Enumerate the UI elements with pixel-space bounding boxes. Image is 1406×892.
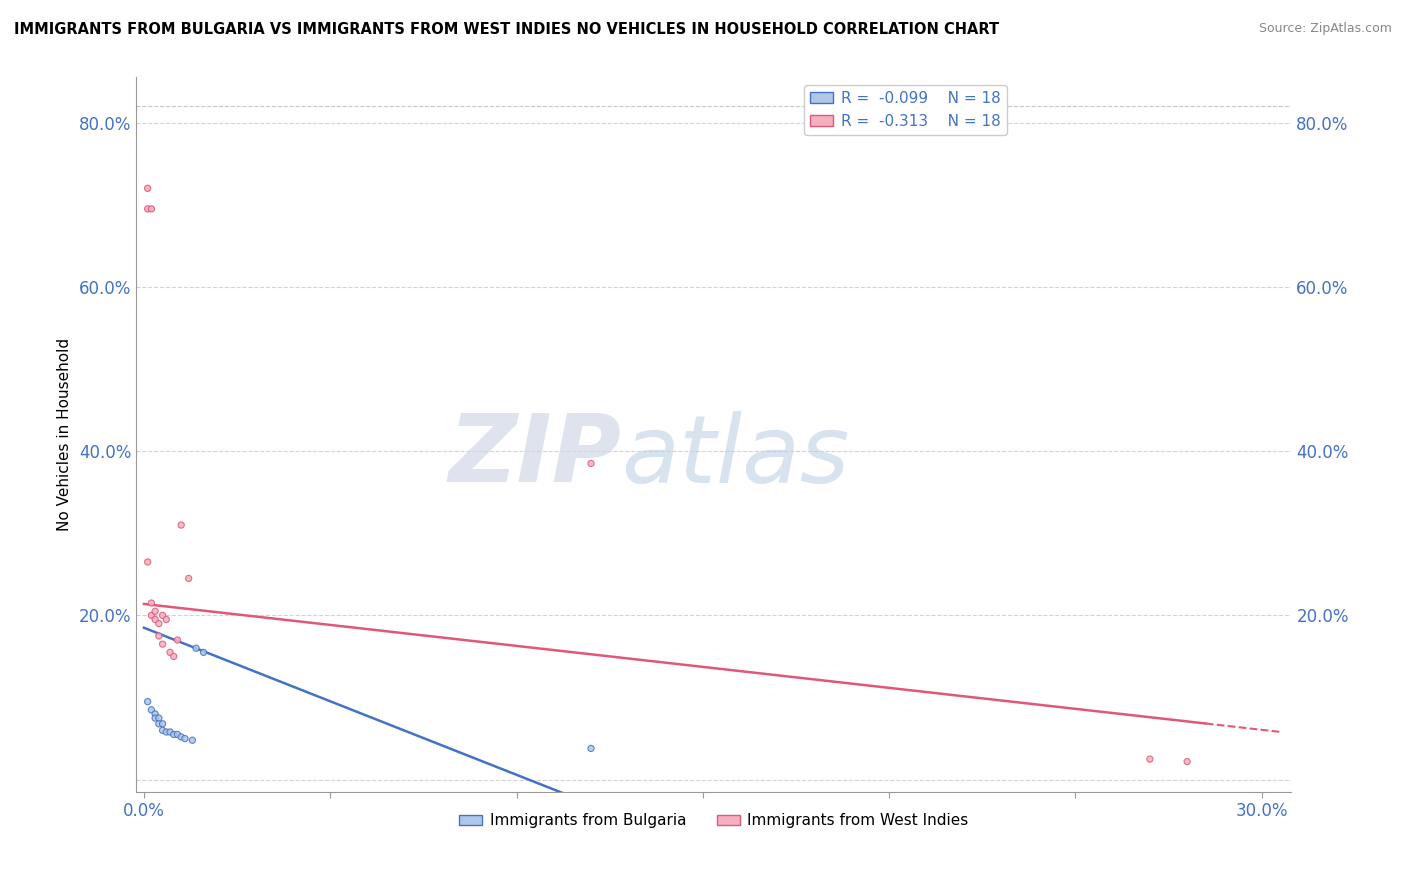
Point	[136, 695, 159, 709]
Point	[579, 457, 602, 471]
Point	[148, 716, 170, 731]
Point	[136, 555, 159, 569]
Point	[152, 637, 174, 651]
Point	[141, 596, 163, 610]
Point	[1139, 752, 1161, 766]
Point	[152, 723, 174, 738]
Text: Source: ZipAtlas.com: Source: ZipAtlas.com	[1258, 22, 1392, 36]
Point	[177, 571, 200, 585]
Point	[193, 645, 215, 659]
Point	[152, 716, 174, 731]
Point	[148, 616, 170, 631]
Point	[166, 727, 188, 741]
Point	[155, 725, 177, 739]
Point	[141, 202, 163, 216]
Point	[159, 725, 181, 739]
Point	[155, 612, 177, 626]
Point	[1175, 755, 1198, 769]
Y-axis label: No Vehicles in Household: No Vehicles in Household	[58, 338, 72, 532]
Point	[170, 518, 193, 533]
Point	[170, 730, 193, 744]
Point	[141, 608, 163, 623]
Point	[163, 727, 186, 741]
Point	[143, 612, 166, 626]
Point	[136, 181, 159, 195]
Point	[184, 641, 207, 656]
Point	[579, 741, 602, 756]
Point	[174, 731, 197, 746]
Text: atlas: atlas	[621, 410, 849, 501]
Point	[141, 703, 163, 717]
Point	[143, 604, 166, 618]
Text: IMMIGRANTS FROM BULGARIA VS IMMIGRANTS FROM WEST INDIES NO VEHICLES IN HOUSEHOLD: IMMIGRANTS FROM BULGARIA VS IMMIGRANTS F…	[14, 22, 1000, 37]
Point	[136, 202, 159, 216]
Point	[143, 711, 166, 725]
Text: ZIP: ZIP	[449, 410, 621, 502]
Point	[148, 711, 170, 725]
Point	[152, 608, 174, 623]
Point	[166, 633, 188, 648]
Point	[181, 733, 204, 747]
Point	[148, 629, 170, 643]
Legend: Immigrants from Bulgaria, Immigrants from West Indies: Immigrants from Bulgaria, Immigrants fro…	[453, 807, 974, 834]
Point	[163, 649, 186, 664]
Point	[143, 706, 166, 721]
Point	[159, 645, 181, 659]
